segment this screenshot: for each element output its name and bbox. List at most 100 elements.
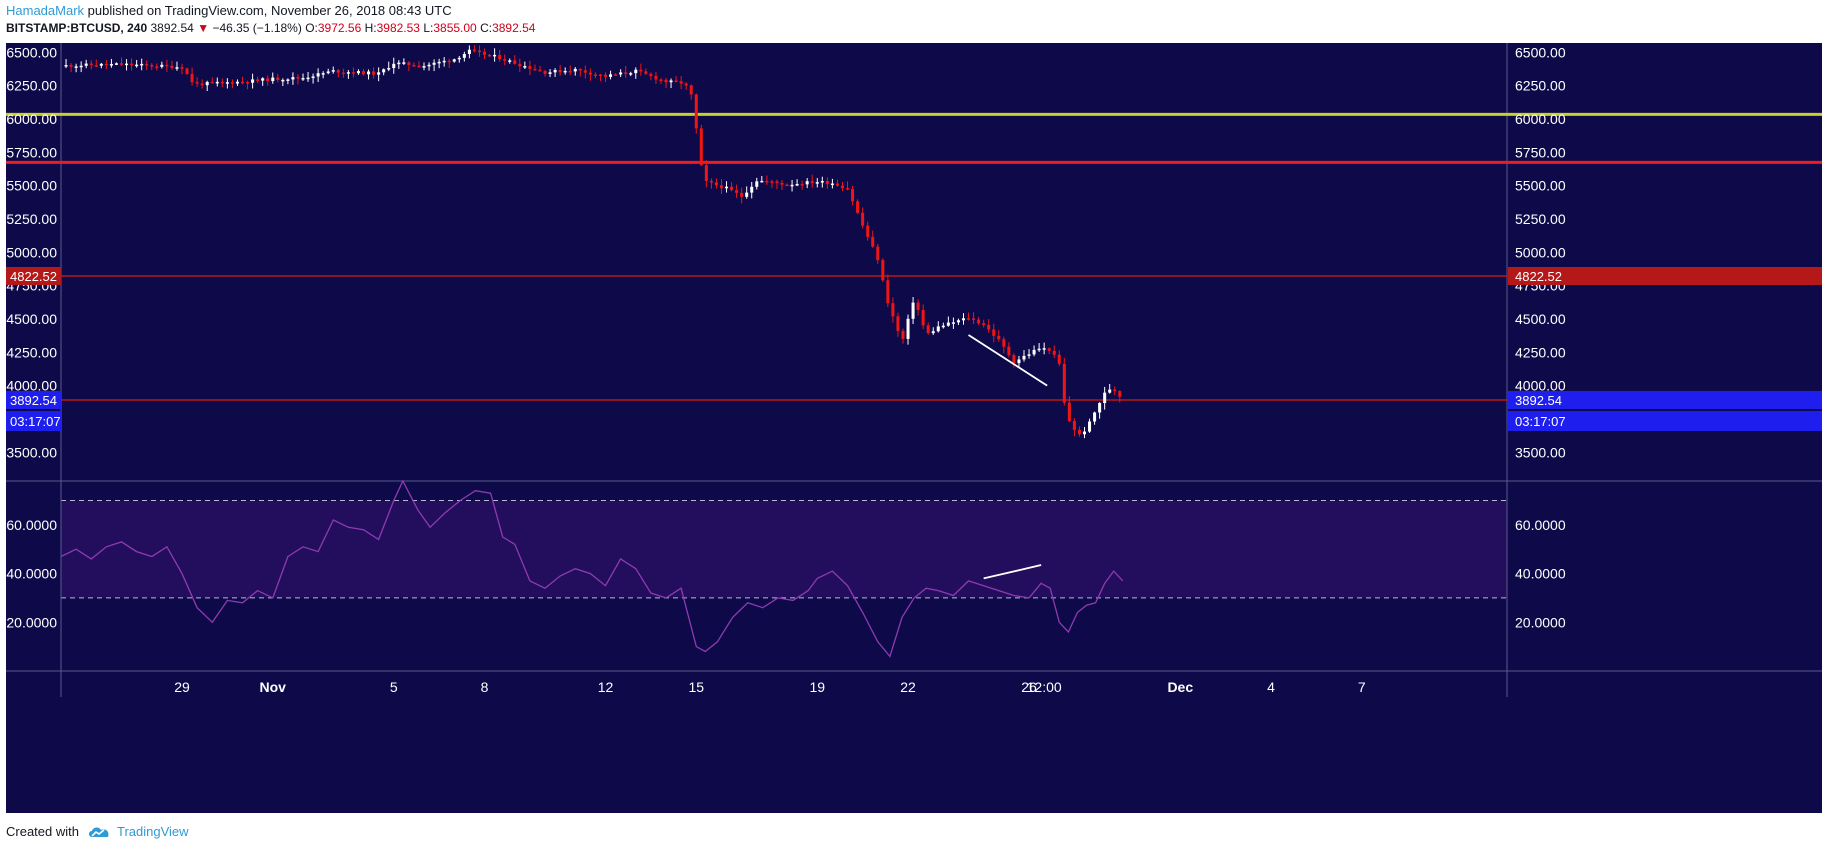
rsi-tick-right: 20.0000 [1515,614,1566,630]
candle-body [1007,346,1011,356]
price-chart[interactable]: 3500.003500.003750.003750.004000.004000.… [6,43,1822,813]
candle-body [704,165,708,181]
price-tick-left: 4500.00 [6,311,57,327]
candle-body [881,260,885,281]
candle-body [503,59,507,61]
candle-body [679,81,683,84]
candle-body [119,63,124,65]
candle-body [251,79,255,83]
candle-body [644,71,648,74]
candle-body [750,186,754,193]
candle-body [780,182,784,185]
time-tick: 12 [598,679,614,695]
candle-body [457,57,461,60]
candle-body [477,50,481,53]
candle-body [271,77,275,82]
candle-body [1108,389,1112,393]
candle-body [1082,431,1087,435]
created-with-label: Created with [6,824,79,839]
candle-body [412,64,416,67]
candle-body [694,94,698,129]
candle-body [205,81,209,86]
candle-body [286,79,290,81]
candle-body [432,62,436,65]
candle-body [538,69,542,72]
candle-body [1047,348,1051,351]
price-tick-left: 5250.00 [6,211,57,227]
candle-body [1042,348,1046,350]
low-value: 3855.00 [433,21,477,35]
price-tick-right: 4250.00 [1515,344,1566,360]
candle-body [719,185,723,189]
candle-body [1037,348,1041,351]
candle-body [276,77,280,80]
ohlc-line: BITSTAMP:BTCUSD, 240 3892.54 ▼ −46.35 (−… [6,21,535,35]
candle-body [972,318,976,320]
price-tag-label: 4822.52 [1515,269,1562,284]
price-tags: 4822.52 4822.52 3892.54 03:17:07 3892.54 03:1… [6,266,1822,431]
candle-body [230,82,234,84]
price-tick-left: 5500.00 [6,178,57,194]
candle-body [765,180,769,183]
candle-body [316,73,320,77]
candle-body [200,83,204,86]
candle-body [689,85,693,95]
candle-body [1032,349,1036,355]
time-tick: 7 [1358,679,1366,695]
candle-body [1118,391,1122,397]
candle-body [740,192,744,197]
candle-body [367,71,371,75]
candle-body [240,81,245,84]
candle-body [871,236,875,247]
candle-body [326,71,330,74]
open-value: 3972.56 [317,21,362,35]
rsi-band-layer [61,499,1507,599]
price-tick-left: 6500.00 [6,44,57,60]
candle-body [730,186,734,191]
candle-body [856,201,860,213]
candle-body [800,183,804,186]
author-link[interactable]: HamadaMark [6,3,85,18]
candle-body [825,181,829,185]
candle-body [598,74,602,77]
price-tick-left: 3500.00 [6,444,57,460]
candle-body [604,74,608,77]
candle-body [437,61,441,64]
price-change: −46.35 (−1.18%) [212,21,302,35]
price-tick-right: 5250.00 [1515,211,1566,227]
countdown-label: 03:17:07 [10,414,61,429]
candle-body [462,54,466,58]
candle-body [1062,363,1066,403]
candle-body [160,64,164,67]
candle-body [447,60,451,63]
candle-body [155,66,159,68]
candle-body [951,322,955,324]
candle-body [114,63,118,65]
candle-body [513,60,517,64]
candle-body [609,74,613,77]
candle-body [861,212,865,226]
price-tick-right: 4500.00 [1515,311,1566,327]
candle-body [1103,392,1107,404]
candle-body [180,67,184,69]
rsi-line [60,479,1124,658]
axes: 3500.003500.003750.003750.004000.004000.… [6,44,1565,695]
candle-body [422,66,426,68]
symbol-label: BITSTAMP:BTCUSD, 240 [6,21,148,35]
candle-body [488,54,492,57]
candle-body [916,302,920,310]
time-tick: 4 [1267,679,1275,695]
tradingview-link[interactable]: TradingView [116,824,189,839]
candle-body [190,73,194,83]
candle-body [1012,355,1016,364]
candle-body [578,68,582,71]
candle-body [634,69,638,74]
candle-body [311,76,315,79]
candle-body [725,186,729,189]
candle-body [982,323,986,325]
candle-body [130,63,134,66]
candle-body [936,326,940,332]
candle-body [573,68,577,72]
candle-body [336,70,340,73]
candle-body [467,49,471,55]
